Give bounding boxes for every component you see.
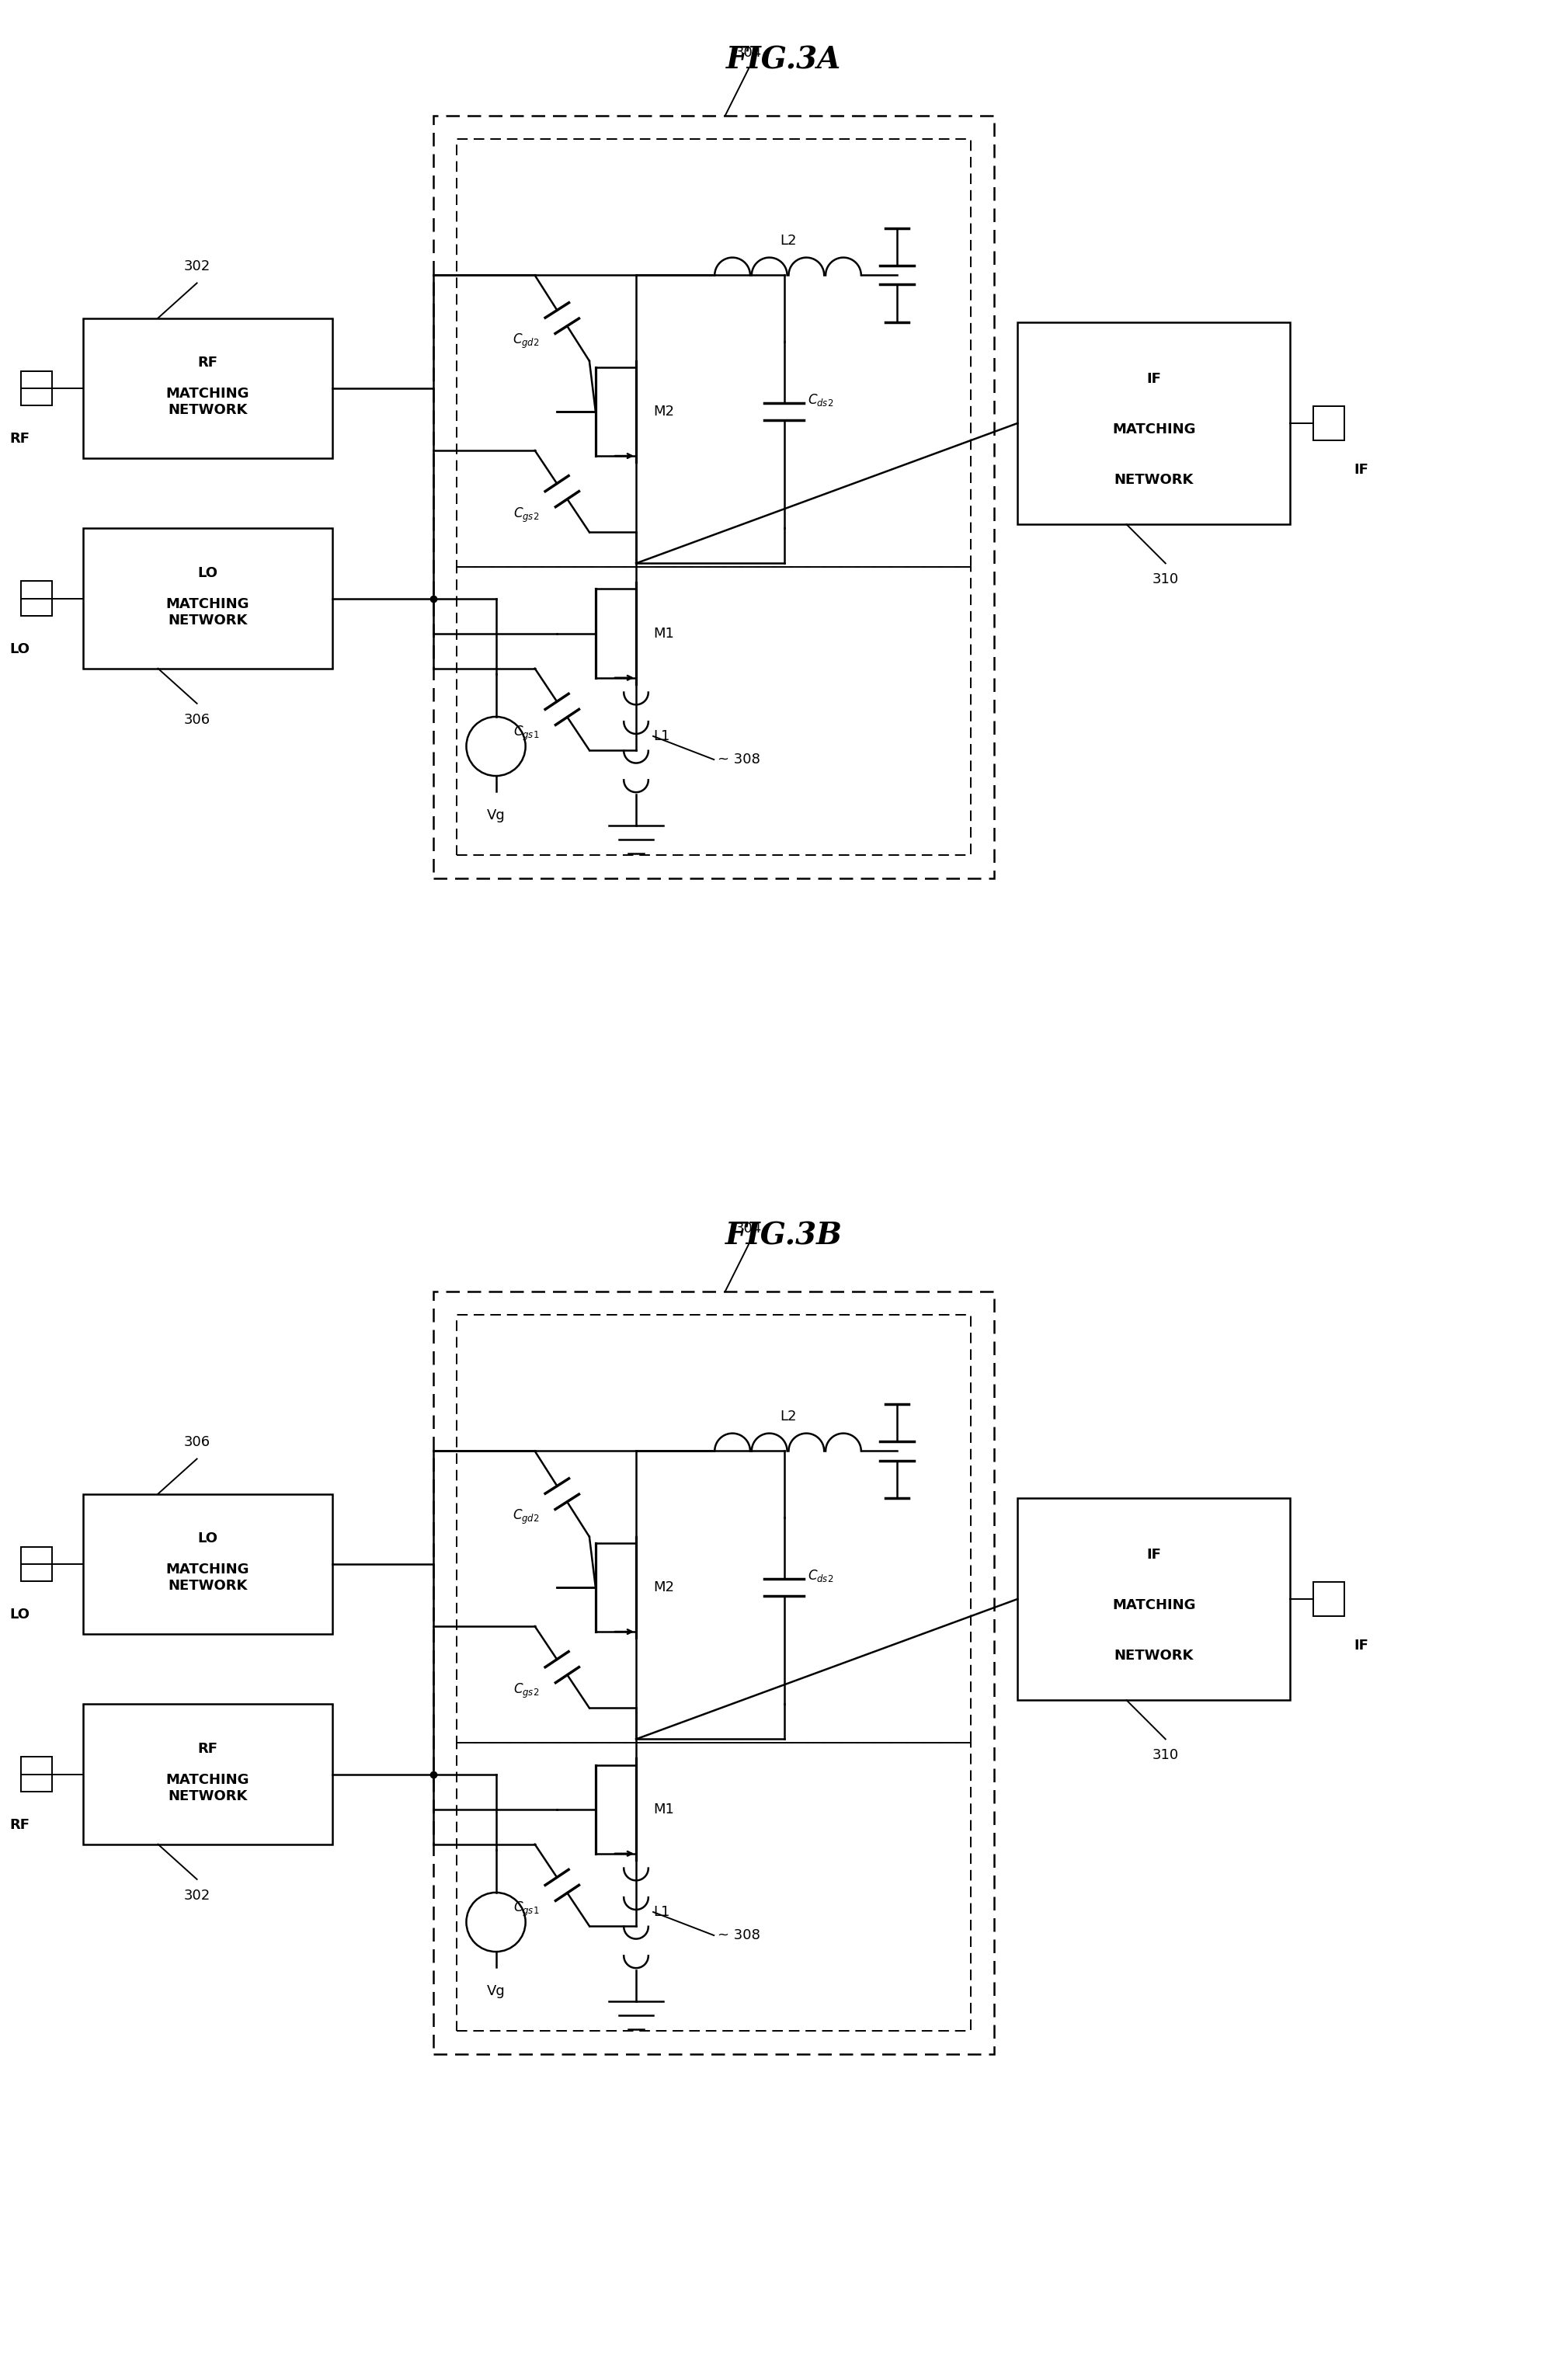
Text: M2: M2 [654,1579,674,1593]
Text: FIG.3B: FIG.3B [726,1221,842,1252]
Text: MATCHING: MATCHING [1112,422,1195,436]
Text: $C_{gs1}$: $C_{gs1}$ [513,724,539,742]
Bar [20,1546,52,1582]
Text: $C_{ds2}$: $C_{ds2}$ [808,391,833,408]
Text: IF: IF [1146,1549,1162,1560]
Bar [434,115,994,879]
Text: LO: LO [9,1607,30,1622]
Text: MATCHING
NETWORK: MATCHING NETWORK [166,387,249,417]
Text: FIG.3A: FIG.3A [726,45,842,75]
Text: RF: RF [198,1742,218,1756]
Text: LO: LO [198,1532,218,1546]
Bar [83,1494,332,1633]
Bar [1314,1582,1345,1617]
Text: Vg: Vg [486,1985,505,1999]
Bar [1018,323,1290,523]
Text: $C_{ds2}$: $C_{ds2}$ [808,1567,833,1584]
Text: RF: RF [9,431,30,445]
Text: LO: LO [198,566,218,580]
Text: 304: 304 [735,1221,762,1235]
Bar [1018,1497,1290,1699]
Text: $C_{gs2}$: $C_{gs2}$ [514,1683,539,1699]
Bar [20,1756,52,1791]
Text: LO: LO [9,641,30,655]
Text: M1: M1 [654,1803,674,1817]
Text: $C_{gs2}$: $C_{gs2}$ [514,507,539,523]
Bar [456,1744,971,2032]
Text: RF: RF [9,1817,30,1831]
Text: MATCHING: MATCHING [1112,1598,1195,1612]
Text: L2: L2 [779,233,797,247]
Text: $C_{gd2}$: $C_{gd2}$ [513,332,539,351]
Bar [1314,405,1345,441]
Text: IF: IF [1353,1638,1369,1652]
Text: NETWORK: NETWORK [1115,1648,1193,1662]
Text: MATCHING
NETWORK: MATCHING NETWORK [166,1563,249,1593]
Text: 306: 306 [183,712,210,726]
Text: IF: IF [1353,462,1369,476]
Bar [456,568,971,856]
Bar [83,528,332,669]
Text: Vg: Vg [486,808,505,823]
Text: L1: L1 [654,728,670,742]
Text: 302: 302 [183,259,210,273]
Text: M2: M2 [654,405,674,420]
Bar [83,1704,332,1843]
Bar [83,318,332,457]
Text: L1: L1 [654,1904,670,1919]
Text: IF: IF [1146,372,1162,387]
Text: L2: L2 [779,1409,797,1424]
Text: 304: 304 [735,45,762,59]
Text: ~ 308: ~ 308 [718,1928,760,1942]
Text: $C_{gd2}$: $C_{gd2}$ [513,1508,539,1525]
Bar [456,139,971,568]
Bar [20,370,52,405]
Text: ~ 308: ~ 308 [718,752,760,766]
Text: 302: 302 [183,1888,210,1902]
Text: RF: RF [198,356,218,370]
Text: 310: 310 [1152,573,1179,587]
Text: $C_{gs1}$: $C_{gs1}$ [513,1900,539,1919]
Text: 310: 310 [1152,1749,1179,1763]
Text: MATCHING
NETWORK: MATCHING NETWORK [166,1772,249,1803]
Text: M1: M1 [654,627,674,641]
Text: MATCHING
NETWORK: MATCHING NETWORK [166,596,249,627]
Bar [20,582,52,615]
Text: 306: 306 [183,1435,210,1450]
Bar [456,1315,971,1744]
Bar [434,1292,994,2055]
Text: NETWORK: NETWORK [1115,474,1193,488]
